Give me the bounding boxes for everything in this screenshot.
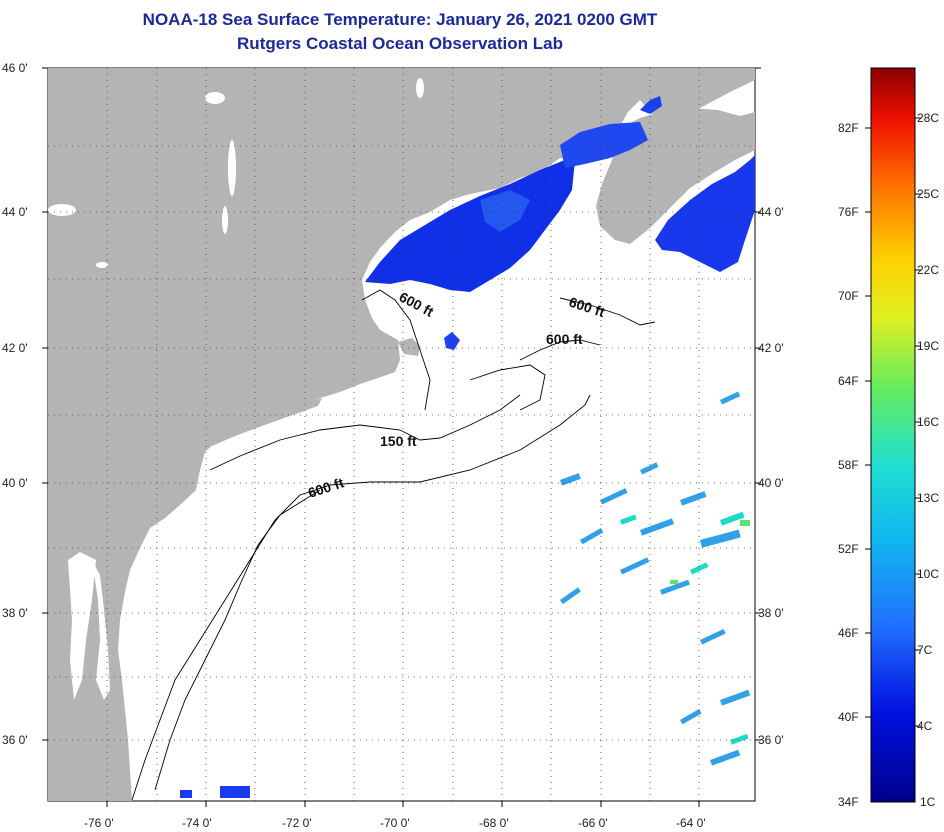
lat-label-36: 36 0' <box>2 733 28 747</box>
lat-label-42: 42 0' <box>2 341 28 355</box>
lat-label-38: 38 0' <box>2 606 28 620</box>
cb-f-82: 82F <box>838 121 859 135</box>
chesapeake-bay <box>92 560 110 700</box>
cb-c-16: 16C <box>917 415 939 429</box>
cb-c-19: 19C <box>917 339 939 353</box>
cb-c-28: 28C <box>917 111 939 125</box>
cb-c-13: 13C <box>917 491 939 505</box>
lat-label-40: 40 0' <box>2 476 28 490</box>
depth-contours <box>131 289 656 801</box>
colorbar <box>870 67 916 803</box>
cb-f-34: 34F <box>838 795 859 809</box>
grid-lines <box>48 68 755 801</box>
cb-f-52: 52F <box>838 542 859 556</box>
lon-label-66: -66 0' <box>578 816 608 830</box>
lat-label-44-right: 44 0' <box>758 205 784 219</box>
lon-label-70: -70 0' <box>380 816 410 830</box>
lon-label-64: -64 0' <box>676 816 706 830</box>
cb-c-22: 22C <box>917 263 939 277</box>
cb-f-58: 58F <box>838 458 859 472</box>
lon-label-72: -72 0' <box>282 816 312 830</box>
lat-label-42-right: 42 0' <box>758 341 784 355</box>
lon-label-76: -76 0' <box>84 816 114 830</box>
lat-label-40-right: 40 0' <box>758 476 784 490</box>
contour-label-600ft-georges: 600 ft <box>546 331 583 347</box>
cb-f-46: 46F <box>838 626 859 640</box>
colorbar-ticks <box>865 117 921 727</box>
colorbar-celsius-labels: 28C 25C 22C 19C 16C 13C 10C 7C 4C 1C <box>917 111 939 809</box>
lon-label-74: -74 0' <box>182 816 212 830</box>
longitude-labels: -76 0' -74 0' -72 0' -70 0' -68 0' -66 0… <box>84 816 706 830</box>
map-subtitle: Rutgers Coastal Ocean Observation Lab <box>237 34 563 53</box>
cb-f-70: 70F <box>838 289 859 303</box>
cb-f-40: 40F <box>838 710 859 724</box>
cb-c-4: 4C <box>917 719 933 733</box>
cb-c-1: 1C <box>920 795 936 809</box>
contour-label-150ft: 150 ft <box>380 433 417 449</box>
cb-f-64: 64F <box>838 374 859 388</box>
lon-label-68: -68 0' <box>479 816 509 830</box>
cb-c-7: 7C <box>917 643 933 657</box>
colorbar-fahrenheit-labels: 82F 76F 70F 64F 58F 52F 46F 40F 34F <box>838 121 859 809</box>
lakes <box>48 78 424 700</box>
axis-ticks <box>42 67 761 807</box>
lat-label-36-right: 36 0' <box>758 733 784 747</box>
cb-c-25: 25C <box>917 187 939 201</box>
lat-label-44: 44 0' <box>2 205 28 219</box>
cb-f-76: 76F <box>838 205 859 219</box>
map-title: NOAA-18 Sea Surface Temperature: January… <box>142 10 658 29</box>
lat-label-38-right: 38 0' <box>758 606 784 620</box>
sst-data <box>180 96 755 798</box>
cb-c-10: 10C <box>917 567 939 581</box>
latitude-labels: 46 0' 44 0' 42 0' 40 0' 38 0' 36 0' 44 0… <box>2 61 784 747</box>
lat-label-46: 46 0' <box>2 61 28 75</box>
